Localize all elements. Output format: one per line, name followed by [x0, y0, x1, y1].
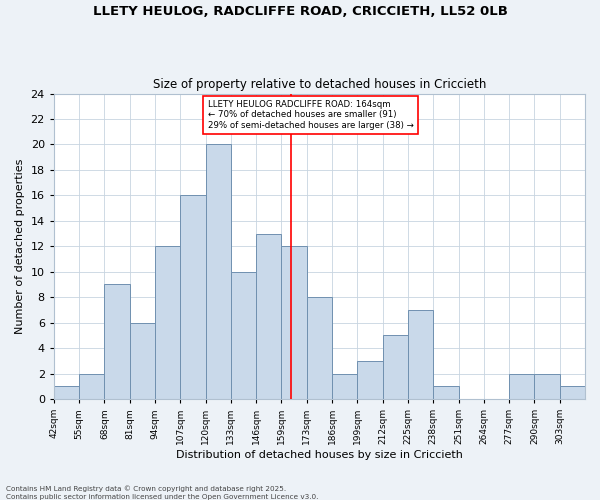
- Bar: [535, 374, 560, 399]
- Bar: [408, 310, 433, 399]
- Text: LLETY HEULOG, RADCLIFFE ROAD, CRICCIETH, LL52 0LB: LLETY HEULOG, RADCLIFFE ROAD, CRICCIETH,…: [92, 5, 508, 18]
- Bar: [181, 196, 206, 399]
- Bar: [383, 336, 408, 399]
- Bar: [130, 322, 155, 399]
- X-axis label: Distribution of detached houses by size in Criccieth: Distribution of detached houses by size …: [176, 450, 463, 460]
- Bar: [231, 272, 256, 399]
- Bar: [307, 297, 332, 399]
- Bar: [155, 246, 181, 399]
- Bar: [560, 386, 585, 399]
- Bar: [358, 361, 383, 399]
- Bar: [256, 234, 281, 399]
- Bar: [433, 386, 458, 399]
- Bar: [54, 386, 79, 399]
- Bar: [206, 144, 231, 399]
- Bar: [509, 374, 535, 399]
- Y-axis label: Number of detached properties: Number of detached properties: [15, 158, 25, 334]
- Title: Size of property relative to detached houses in Criccieth: Size of property relative to detached ho…: [153, 78, 486, 91]
- Text: Contains HM Land Registry data © Crown copyright and database right 2025.
Contai: Contains HM Land Registry data © Crown c…: [6, 486, 319, 500]
- Bar: [281, 246, 307, 399]
- Bar: [332, 374, 358, 399]
- Bar: [79, 374, 104, 399]
- Bar: [104, 284, 130, 399]
- Text: LLETY HEULOG RADCLIFFE ROAD: 164sqm
← 70% of detached houses are smaller (91)
29: LLETY HEULOG RADCLIFFE ROAD: 164sqm ← 70…: [208, 100, 413, 130]
